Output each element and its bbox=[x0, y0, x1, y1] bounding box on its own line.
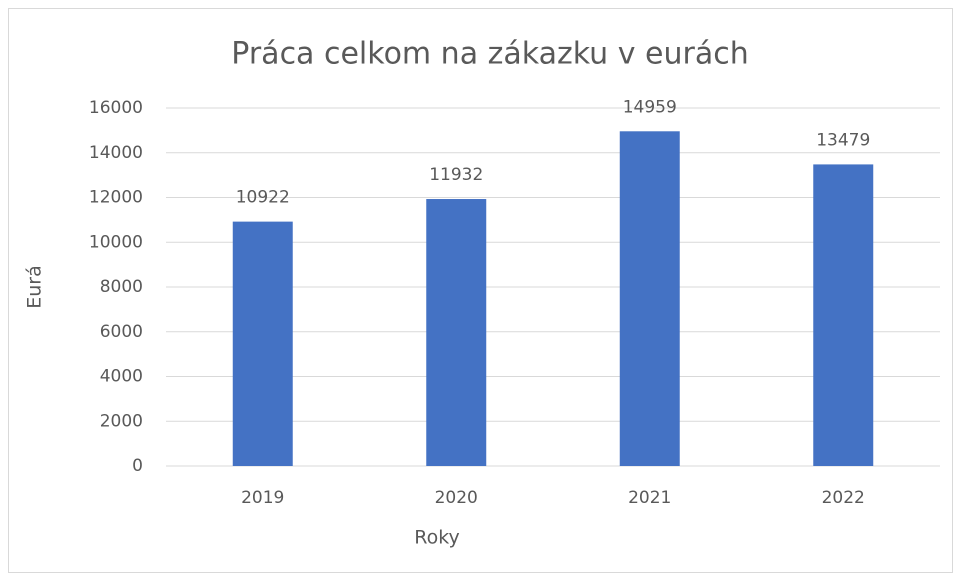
bar bbox=[619, 131, 680, 467]
y-tick-label: 10000 bbox=[89, 232, 143, 252]
data-label: 11932 bbox=[429, 165, 483, 185]
y-tick-label: 6000 bbox=[100, 322, 143, 342]
y-tick-label: 8000 bbox=[100, 277, 143, 297]
x-tick-label: 2021 bbox=[628, 488, 671, 508]
y-tick-label: 2000 bbox=[100, 411, 143, 431]
y-tick-label: 16000 bbox=[89, 98, 143, 118]
x-axis-title: Roky bbox=[414, 527, 460, 549]
bar bbox=[426, 199, 487, 467]
bar bbox=[813, 164, 874, 466]
x-tick-label: 2020 bbox=[435, 488, 478, 508]
data-label: 14959 bbox=[623, 97, 677, 117]
x-tick-label: 2019 bbox=[241, 488, 284, 508]
y-tick-label: 4000 bbox=[100, 367, 143, 387]
bar bbox=[232, 221, 293, 466]
y-tick-label: 12000 bbox=[89, 188, 143, 208]
x-tick-label: 2022 bbox=[822, 488, 865, 508]
y-axis-title: Eurá bbox=[24, 265, 46, 309]
data-label: 13479 bbox=[816, 130, 870, 150]
data-label: 10922 bbox=[236, 188, 290, 208]
y-tick-label: 0 bbox=[132, 456, 143, 476]
chart-title: Práca celkom na zákazku v eurách bbox=[231, 37, 748, 72]
y-tick-label: 14000 bbox=[89, 143, 143, 163]
